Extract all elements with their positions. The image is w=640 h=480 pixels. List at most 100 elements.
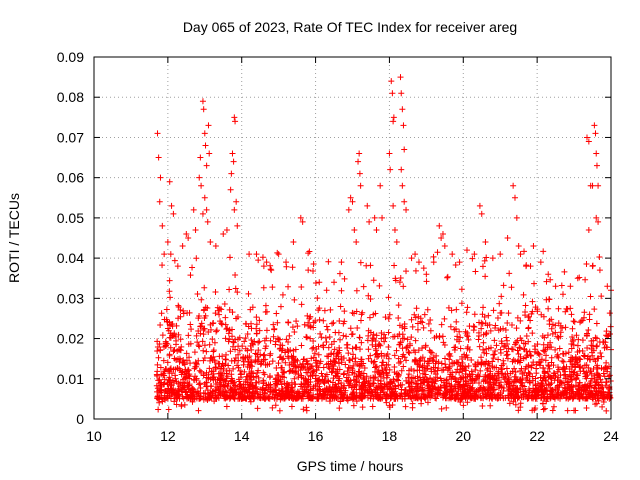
data-point	[324, 326, 331, 333]
data-point	[223, 394, 230, 401]
data-point	[526, 348, 533, 355]
data-point	[252, 357, 259, 364]
data-point	[201, 284, 208, 291]
data-point	[244, 392, 251, 399]
data-point	[500, 357, 507, 364]
data-point	[397, 74, 404, 81]
data-point	[587, 391, 594, 398]
x-axis-ticks: 10 12 14 16 18 20 22 24	[86, 57, 619, 444]
data-point	[353, 378, 360, 385]
data-point	[307, 364, 314, 371]
data-point	[222, 314, 229, 321]
data-point	[194, 290, 201, 297]
data-point	[291, 368, 298, 375]
data-point	[541, 334, 548, 341]
data-point	[210, 370, 217, 377]
data-point	[210, 348, 217, 355]
data-point	[554, 351, 561, 358]
data-point	[299, 392, 306, 399]
data-point	[500, 384, 507, 391]
data-point	[531, 348, 538, 355]
data-point	[408, 387, 415, 394]
data-point	[591, 372, 598, 379]
data-point	[284, 353, 291, 360]
data-point	[273, 375, 280, 382]
data-point	[255, 367, 262, 374]
data-point	[428, 368, 435, 375]
data-point	[241, 338, 248, 345]
data-point	[487, 379, 494, 386]
data-point	[468, 357, 475, 364]
data-point	[569, 325, 576, 332]
data-point	[279, 291, 286, 298]
data-point	[370, 380, 377, 387]
data-point	[356, 334, 363, 341]
data-point	[202, 142, 209, 149]
data-point	[353, 386, 360, 393]
data-point	[309, 363, 316, 370]
data-point	[269, 404, 276, 411]
data-point	[421, 394, 428, 401]
data-point	[383, 369, 390, 376]
data-point	[347, 194, 354, 201]
data-point	[442, 388, 449, 395]
data-point	[517, 317, 524, 324]
data-point	[315, 394, 322, 401]
data-point	[291, 328, 298, 335]
data-point	[329, 320, 336, 327]
data-point	[359, 404, 366, 411]
data-point	[225, 330, 232, 337]
data-point	[486, 321, 493, 328]
x-tick-label: 10	[86, 428, 102, 444]
data-point	[471, 323, 478, 330]
data-point	[298, 381, 305, 388]
data-point	[365, 332, 372, 339]
data-point	[305, 267, 312, 274]
data-point	[288, 403, 295, 410]
data-point	[164, 390, 171, 397]
data-point	[388, 386, 395, 393]
data-point	[320, 342, 327, 349]
data-point	[554, 353, 561, 360]
data-point	[526, 377, 533, 384]
data-point	[341, 370, 348, 377]
x-tick-label: 18	[382, 428, 398, 444]
data-point	[171, 390, 178, 397]
data-point	[397, 341, 404, 348]
data-point	[446, 373, 453, 380]
data-point	[201, 314, 208, 321]
data-point	[478, 319, 485, 326]
data-point	[527, 317, 534, 324]
data-point	[453, 306, 460, 313]
data-point	[198, 368, 205, 375]
data-point	[441, 315, 448, 322]
data-point	[197, 385, 204, 392]
data-point	[562, 324, 569, 331]
data-point	[491, 351, 498, 358]
data-point	[511, 365, 518, 372]
data-point	[298, 363, 305, 370]
data-point	[290, 239, 297, 246]
data-point	[278, 364, 285, 371]
data-point	[365, 355, 372, 362]
data-point	[576, 379, 583, 386]
data-point	[464, 354, 471, 361]
data-point	[336, 366, 343, 373]
data-point	[168, 202, 175, 209]
data-point	[184, 309, 191, 316]
data-point	[156, 198, 163, 205]
data-point	[403, 206, 410, 213]
x-axis-label: GPS time / hours	[297, 458, 404, 474]
data-point	[477, 367, 484, 374]
data-point	[176, 358, 183, 365]
y-tick-label: 0.01	[57, 371, 84, 387]
data-point	[325, 258, 332, 265]
data-point	[231, 206, 238, 213]
data-point	[514, 376, 521, 383]
data-point	[174, 395, 181, 402]
data-point	[498, 362, 505, 369]
plot-frame	[93, 56, 612, 420]
data-point	[285, 319, 292, 326]
data-point	[156, 376, 163, 383]
data-point	[290, 363, 297, 370]
